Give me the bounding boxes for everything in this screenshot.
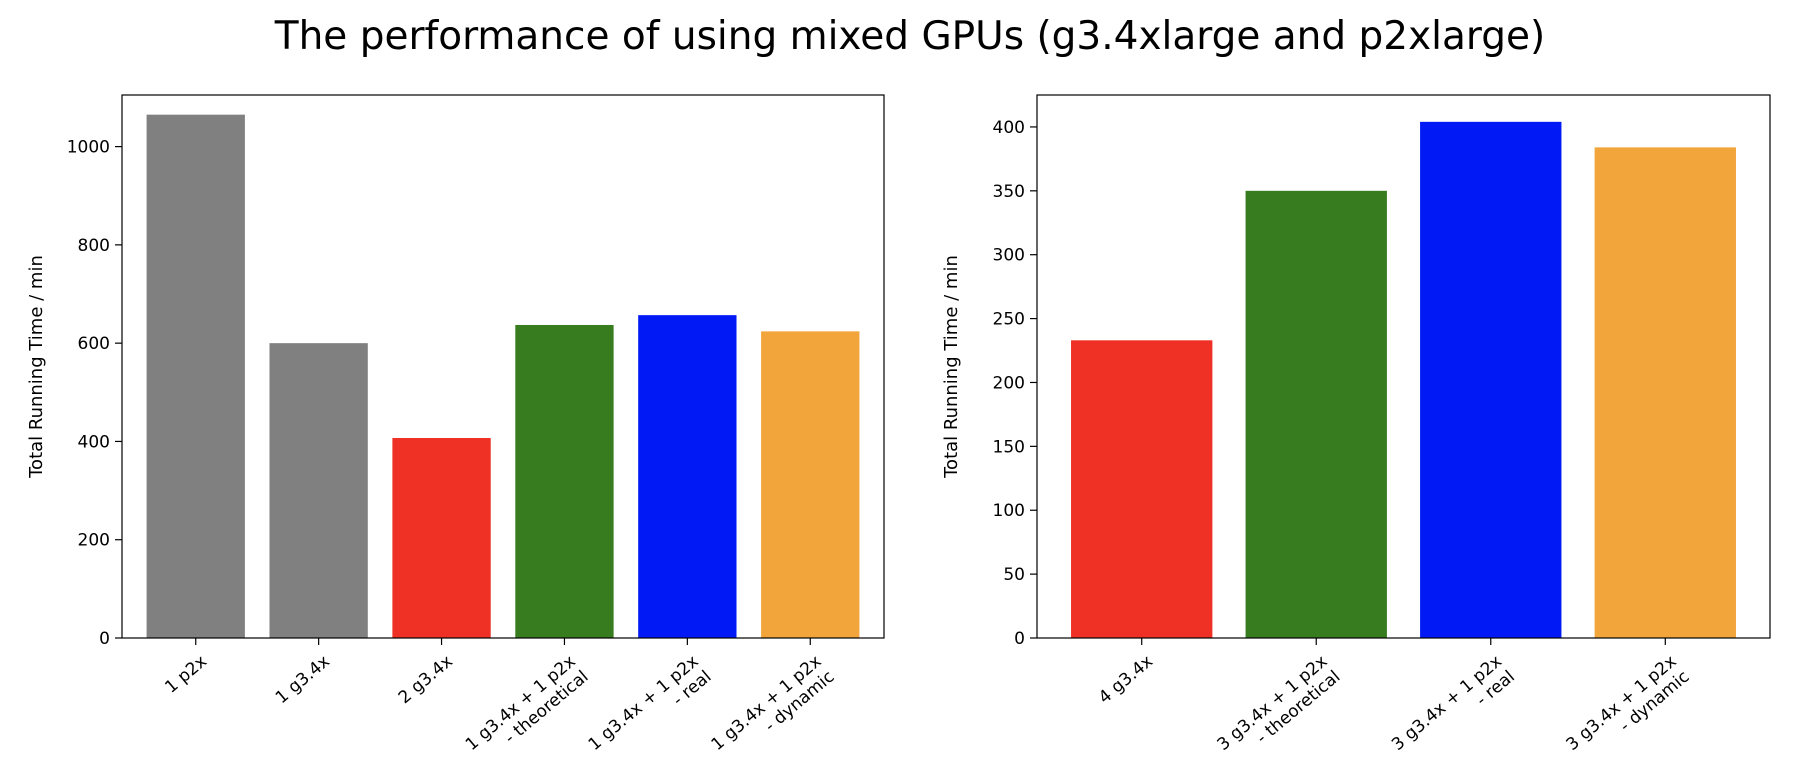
left-y-tick-label: 800 — [78, 236, 110, 256]
right-y-tick-label: 300 — [993, 246, 1025, 266]
left-x-tick-label: 1 g3.4x — [272, 652, 334, 709]
right-y-tick-label: 50 — [1003, 565, 1025, 585]
right-y-tick-label: 0 — [1014, 629, 1025, 649]
left-y-tick-label: 600 — [78, 334, 110, 354]
right-bar-3 — [1420, 121, 1562, 638]
left-y-tick-label: 1000 — [67, 138, 110, 158]
left-x-tick-label: 1 p2x — [161, 652, 211, 698]
right-bar-chart: 0 50 100 150 200 250 300 350 400 Total Running Ti… — [941, 94, 1771, 771]
right-bar-4 — [1594, 147, 1736, 638]
right-x-tick-label: 3 g3.4x + 1 p2x- real — [1388, 652, 1519, 771]
figure-title: The performance of using mixed GPUs (g3.… — [274, 14, 1546, 59]
left-bar-2 — [269, 343, 368, 638]
left-y-axis-label: Total Running Time / min — [26, 255, 47, 479]
right-y-tick-label: 250 — [993, 310, 1025, 330]
right-y-tick-label: 400 — [993, 118, 1025, 138]
left-bar-3 — [392, 438, 491, 638]
right-y-tick-label: 100 — [993, 501, 1025, 521]
right-axes-frame — [1036, 94, 1771, 639]
right-x-tick-label: 3 g3.4x + 1 p2x- theoretical — [1214, 652, 1345, 771]
left-y-tick-label: 200 — [78, 531, 110, 551]
right-x-tick-label: 3 g3.4x + 1 p2x- dynamic — [1563, 652, 1694, 771]
right-x-tick-label: 4 g3.4x — [1095, 652, 1157, 709]
left-bar-chart: 0 200 400 600 800 1000 Total Running Time / mi… — [26, 94, 885, 771]
left-x-tick-label: 2 g3.4x — [395, 652, 457, 709]
left-bar-6 — [761, 331, 860, 638]
left-y-tick-label: 400 — [78, 432, 110, 452]
right-y-axis-label: Total Running Time / min — [941, 255, 962, 479]
right-y-tick-label: 350 — [993, 182, 1025, 202]
left-x-tick-label: 1 g3.4x + 1 p2x- real — [585, 652, 716, 771]
right-y-tick-label: 200 — [993, 373, 1025, 393]
right-y-tick-label: 150 — [993, 437, 1025, 457]
left-bar-4 — [515, 324, 614, 638]
left-bar-1 — [146, 114, 245, 638]
left-bar-5 — [638, 315, 737, 638]
left-axes-frame — [121, 94, 885, 639]
left-x-tick-label: 1 g3.4x + 1 p2x- theoretical — [462, 652, 593, 771]
left-x-tick-label: 1 g3.4x + 1 p2x- dynamic — [708, 652, 839, 771]
right-bar-2 — [1245, 190, 1387, 638]
left-y-tick-label: 0 — [99, 629, 110, 649]
right-bar-1 — [1071, 340, 1213, 638]
